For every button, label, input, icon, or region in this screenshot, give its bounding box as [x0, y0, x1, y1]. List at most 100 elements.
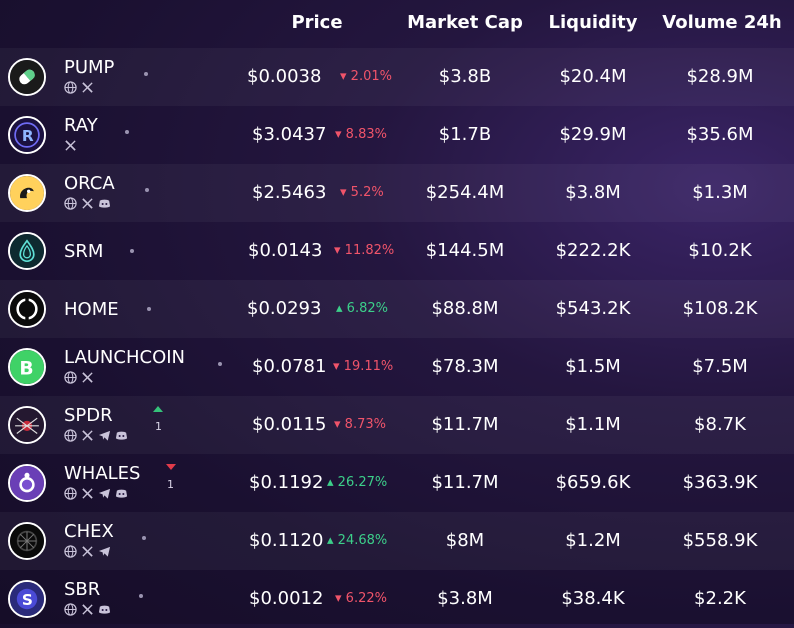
caret-down-icon: ▾: [334, 243, 345, 258]
telegram-icon[interactable]: [98, 545, 111, 558]
globe-icon[interactable]: [64, 429, 77, 442]
market-cap-value: $11.7M: [431, 472, 499, 493]
x-icon[interactable]: [81, 371, 94, 384]
globe-icon[interactable]: [64, 81, 77, 94]
table-row[interactable]: ORCA $2.5463 ▾ 5.2% $254.4M $3.8M $1.3M: [0, 164, 794, 222]
token-name[interactable]: RAY: [64, 115, 98, 136]
price-change: ▴ 6.82%: [336, 301, 388, 316]
price-change-value: 26.27%: [337, 475, 388, 490]
price-change-value: 6.22%: [345, 591, 387, 606]
table-row[interactable]: R RAY $3.0437 ▾ 8.83% $1.7B $29.9M $35.6M: [0, 106, 794, 164]
table-row[interactable]: S SBR $0.0012 ▾ 6.22% $3.8M $38.4K $2.2K: [0, 570, 794, 628]
x-icon[interactable]: [81, 81, 94, 94]
liquidity-value: $1.5M: [565, 356, 621, 377]
token-name[interactable]: SPDR: [64, 405, 113, 426]
liquidity-value: $20.4M: [559, 66, 627, 87]
globe-icon[interactable]: [64, 487, 77, 500]
token-name[interactable]: PUMP: [64, 57, 115, 78]
token-name[interactable]: SBR: [64, 579, 101, 600]
price-change-value: 6.82%: [346, 301, 388, 316]
caret-up-icon: ▴: [336, 301, 347, 316]
table-row[interactable]: HOME $0.0293 ▴ 6.82% $88.8M $543.2K $108.2K: [0, 280, 794, 338]
caret-down-icon: ▾: [334, 417, 345, 432]
table-row[interactable]: PUMP $0.0038 ▾ 2.01% $3.8B $20.4M $28.9M: [0, 48, 794, 106]
caret-down-icon: ▾: [340, 69, 351, 84]
liquidity-value: $1.1M: [565, 414, 621, 435]
volume-value: $28.9M: [686, 66, 754, 87]
liquidity-value: $38.4K: [561, 588, 625, 609]
globe-icon[interactable]: [64, 545, 77, 558]
caret-down-icon: ▾: [335, 591, 346, 606]
table-row[interactable]: SPDR 1 $0.0115 ▾ 8.73% $11.7M $1.1M $8.7K: [0, 396, 794, 454]
social-links: [64, 603, 111, 617]
separator-dot: [145, 188, 149, 192]
globe-icon[interactable]: [64, 371, 77, 384]
separator-dot: [218, 362, 222, 366]
separator-dot: [144, 72, 148, 76]
svg-text:S: S: [22, 591, 33, 609]
x-icon[interactable]: [81, 545, 94, 558]
price-change-value: 8.73%: [344, 417, 386, 432]
token-name[interactable]: LAUNCHCOIN: [64, 347, 186, 368]
svg-text:B: B: [19, 359, 33, 380]
volume-value: $1.3M: [692, 182, 748, 203]
liquidity-value: $222.2K: [555, 240, 631, 261]
token-name[interactable]: HOME: [64, 299, 119, 320]
price-change-value: 19.11%: [343, 359, 394, 374]
table-row[interactable]: CHEX $0.1120 ▴ 24.68% $8M $1.2M $558.9K: [0, 512, 794, 570]
discord-icon[interactable]: [98, 197, 111, 210]
table-row[interactable]: B LAUNCHCOIN $0.0781 ▾ 19.11% $78.3M $1.5M $7.…: [0, 338, 794, 396]
x-icon[interactable]: [81, 603, 94, 616]
token-logo-home: [8, 290, 46, 328]
price-change: ▴ 26.27%: [327, 475, 387, 490]
market-cap-value: $1.7B: [438, 124, 492, 145]
token-logo-chex: [8, 522, 46, 560]
price-change: ▾ 5.2%: [340, 185, 384, 200]
svg-text:R: R: [22, 127, 34, 145]
separator-dot: [125, 130, 129, 134]
discord-icon[interactable]: [98, 603, 111, 616]
x-icon[interactable]: [81, 429, 94, 442]
token-logo-spdr: [8, 406, 46, 444]
telegram-icon[interactable]: [98, 487, 111, 500]
social-links: [64, 81, 94, 95]
caret-up-icon: ▴: [327, 533, 338, 548]
table-row[interactable]: WHALES 1 $0.1192 ▴ 26.27% $11.7M $659.6K $363.…: [0, 454, 794, 512]
caret-down-icon: ▾: [333, 359, 344, 374]
volume-value: $35.6M: [686, 124, 754, 145]
liquidity-value: $29.9M: [559, 124, 627, 145]
column-header-liquidity[interactable]: Liquidity: [548, 12, 638, 33]
telegram-icon[interactable]: [98, 429, 111, 442]
social-links: [64, 429, 128, 443]
price-value: $0.0038: [247, 66, 322, 87]
column-header-market-cap[interactable]: Market Cap: [407, 12, 523, 33]
x-icon[interactable]: [81, 487, 94, 500]
price-value: $0.0012: [249, 588, 324, 609]
column-header-price[interactable]: Price: [291, 12, 343, 33]
token-logo-launchcoin: B: [8, 348, 46, 386]
x-icon[interactable]: [64, 139, 77, 152]
globe-icon[interactable]: [64, 603, 77, 616]
volume-value: $10.2K: [688, 240, 752, 261]
caret-down-icon: ▾: [340, 185, 351, 200]
token-name[interactable]: ORCA: [64, 173, 115, 194]
token-logo-ray: R: [8, 116, 46, 154]
x-icon[interactable]: [81, 197, 94, 210]
token-name[interactable]: SRM: [64, 241, 104, 262]
column-header-volume[interactable]: Volume 24h: [662, 12, 782, 33]
social-links: [64, 487, 128, 501]
rank-up-icon: [153, 406, 163, 412]
token-name[interactable]: CHEX: [64, 521, 114, 542]
volume-value: $8.7K: [694, 414, 746, 435]
token-name[interactable]: WHALES: [64, 463, 141, 484]
price-value: $0.1192: [249, 472, 324, 493]
discord-icon[interactable]: [115, 429, 128, 442]
rank-change: 1: [155, 420, 162, 433]
globe-icon[interactable]: [64, 197, 77, 210]
caret-down-icon: ▾: [335, 127, 346, 142]
price-change: ▾ 19.11%: [333, 359, 393, 374]
table-row[interactable]: SRM $0.0143 ▾ 11.82% $144.5M $222.2K $10.2K: [0, 222, 794, 280]
price-value: $0.0293: [247, 298, 322, 319]
discord-icon[interactable]: [115, 487, 128, 500]
market-cap-value: $11.7M: [431, 414, 499, 435]
